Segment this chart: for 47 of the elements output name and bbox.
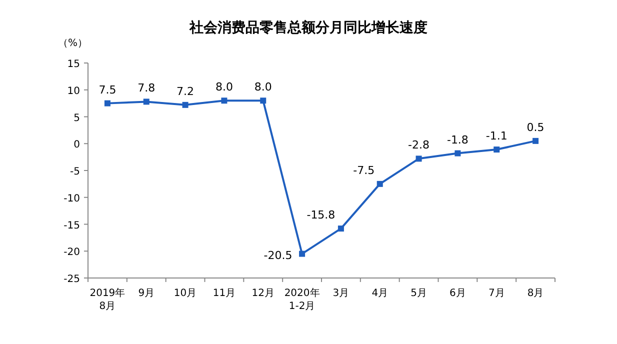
point bbox=[299, 250, 306, 257]
data-label: -2.8 bbox=[408, 138, 430, 152]
point bbox=[260, 98, 266, 104]
point bbox=[454, 150, 461, 156]
y-axis-title: （%） bbox=[58, 38, 88, 49]
point bbox=[338, 226, 344, 232]
data-label: 7.8 bbox=[138, 82, 156, 95]
x-tick-label: 8月 bbox=[527, 288, 544, 299]
point bbox=[416, 156, 422, 162]
x-tick-label: 6月 bbox=[450, 288, 466, 299]
x-tick-label: 11月 bbox=[212, 288, 236, 299]
x-tick-label: 2019年 8月 bbox=[90, 287, 126, 312]
point bbox=[494, 146, 500, 153]
y-tick-label: -15 bbox=[64, 220, 80, 232]
x-tick-label: 9月 bbox=[138, 288, 155, 299]
y-tick-label: 5 bbox=[74, 112, 80, 124]
point bbox=[532, 138, 539, 144]
data-label: -1.8 bbox=[446, 133, 468, 146]
y-tick-label: -5 bbox=[70, 166, 80, 178]
y-tick-label: 0 bbox=[74, 140, 80, 151]
point bbox=[221, 98, 228, 104]
point bbox=[104, 100, 110, 106]
x-tick-label: 10月 bbox=[174, 288, 197, 299]
chart-title: 社会消费品零售总额分月同比增长速度 bbox=[188, 19, 428, 36]
x-tick-label: 12月 bbox=[252, 288, 274, 299]
y-tick-label: -20 bbox=[64, 247, 80, 258]
y-tick-label: -10 bbox=[64, 193, 80, 204]
data-label: -15.8 bbox=[306, 208, 336, 222]
y-tick-label: 10 bbox=[67, 86, 80, 97]
data-label: -20.5 bbox=[264, 248, 292, 262]
data-label: -7.5 bbox=[353, 164, 375, 177]
x-tick-label: 5月 bbox=[410, 288, 427, 299]
x-tick-label: 4月 bbox=[372, 288, 388, 299]
y-tick-label: -25 bbox=[64, 274, 80, 285]
data-label: 7.2 bbox=[176, 84, 194, 98]
data-label: 7.5 bbox=[98, 83, 116, 96]
x-tick-label: 2020年 1-2月 bbox=[284, 287, 320, 312]
point bbox=[376, 180, 383, 187]
data-label: 8.0 bbox=[215, 80, 233, 94]
point bbox=[143, 98, 150, 105]
x-tick-label: 3月 bbox=[332, 288, 350, 299]
y-tick-label: 15 bbox=[67, 59, 80, 70]
point bbox=[182, 102, 188, 108]
data-label: 8.0 bbox=[254, 80, 272, 94]
data-label: 0.5 bbox=[526, 120, 544, 134]
x-tick-label: 7月 bbox=[488, 288, 505, 299]
data-label: -1.1 bbox=[486, 130, 508, 143]
